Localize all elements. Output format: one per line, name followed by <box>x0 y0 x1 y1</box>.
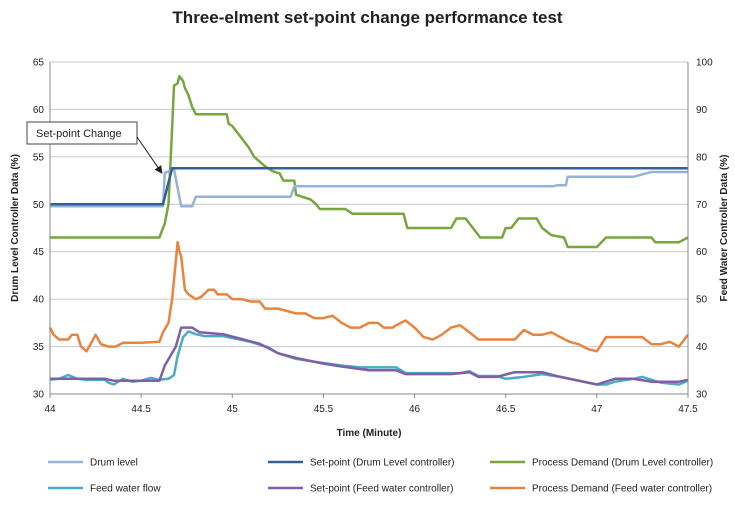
legend-label: Process Demand (Drum Level controller) <box>532 458 713 469</box>
y-left-tick-label: 45 <box>33 247 45 258</box>
y-right-tick-label: 70 <box>696 200 708 211</box>
x-tick-label: 47 <box>591 404 603 415</box>
legend-label: Set-point (Drum Level controller) <box>310 458 455 469</box>
x-axis-label: Time (Minute) <box>337 428 402 439</box>
series-line-0 <box>50 167 688 208</box>
x-tick-label: 44.5 <box>131 404 151 415</box>
y-left-tick-label: 35 <box>33 342 45 353</box>
series-line-5 <box>48 240 689 353</box>
x-tick-label: 45.5 <box>314 404 334 415</box>
y-right-tick-label: 40 <box>696 342 708 353</box>
axes <box>49 62 689 398</box>
annotation-text: Set-point Change <box>36 128 122 140</box>
series-line-3 <box>49 330 689 386</box>
y-left-tick-label: 55 <box>33 152 45 163</box>
y-left-tick-label: 50 <box>33 200 45 211</box>
chart-title: Three-elment set-point change performanc… <box>172 8 563 27</box>
annotation-arrow <box>136 136 163 174</box>
series-layer <box>48 74 689 386</box>
annotation-box <box>26 121 138 145</box>
y-right-tick-label: 90 <box>696 105 708 116</box>
y-left-tick-label: 65 <box>33 58 45 69</box>
legend: Drum level Set-point (Drum Level controll… <box>48 458 713 495</box>
legend-label: Drum level <box>90 458 138 469</box>
x-tick-label: 46 <box>409 404 421 415</box>
x-tick-label: 45 <box>227 404 239 415</box>
tick-labels: 30 35 40 45 50 55 60 65 30 40 50 60 70 80 90 100 44 44.5 4… <box>33 58 713 416</box>
grid-lines <box>50 61 688 395</box>
y-right-tick-label: 100 <box>696 58 713 69</box>
x-tick-label: 44 <box>44 404 56 415</box>
y-right-tick-label: 60 <box>696 247 708 258</box>
series-line-4 <box>50 326 689 386</box>
y-axis-left-label: Drum Level Controller Data (%) <box>10 154 21 302</box>
series-line-2 <box>50 74 689 249</box>
annotation: Set-point Change <box>26 121 163 174</box>
legend-label: Feed water flow <box>90 484 161 495</box>
x-tick-label: 47.5 <box>678 404 698 415</box>
y-left-tick-label: 30 <box>33 390 45 401</box>
legend-label: Process Demand (Feed water controller) <box>532 484 712 495</box>
y-right-tick-label: 80 <box>696 152 708 163</box>
y-axis-right-label: Feed Water Controller Data (%) <box>719 155 730 302</box>
y-left-tick-label: 60 <box>33 105 45 116</box>
y-left-tick-label: 40 <box>33 295 45 306</box>
legend-label: Set-point (Feed water controller) <box>310 484 453 495</box>
x-tick-label: 46.5 <box>496 404 516 415</box>
series-line-1 <box>50 166 688 206</box>
y-right-tick-label: 50 <box>696 295 708 306</box>
y-right-tick-label: 30 <box>696 390 708 401</box>
